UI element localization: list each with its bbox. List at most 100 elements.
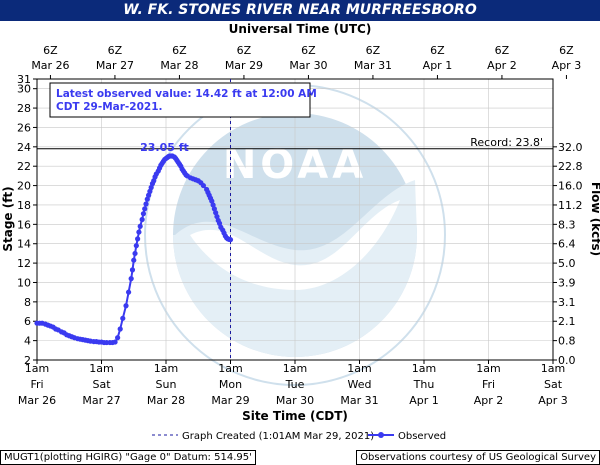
observed-point <box>227 237 234 243</box>
flow-tick-label: 5.0 <box>558 257 576 270</box>
peak-label: 23.05 ft <box>140 141 189 154</box>
top-tick-label: 6Z <box>366 44 381 57</box>
top-tick-label: 6Z <box>43 44 58 57</box>
x-tick-label: 1am <box>25 362 49 375</box>
top-tick-label: Apr 3 <box>552 59 582 72</box>
grid-lines <box>36 78 554 361</box>
latest-observed-text: Latest observed value: 14.42 ft at 12:00… <box>56 88 320 113</box>
x-tick-label: Mar 28 <box>147 394 185 407</box>
footer-datum: MUGT1(plotting HGIRG) "Gage 0" Datum: 51… <box>0 450 256 465</box>
y-tick-label: 28 <box>17 102 31 115</box>
x-tick-label: Mar 30 <box>276 394 314 407</box>
x-tick-label: Mar 27 <box>82 394 120 407</box>
y-tick-label: 24 <box>17 141 31 154</box>
observed-point <box>125 289 132 295</box>
y-tick-label: 20 <box>17 180 31 193</box>
x-tick-label: 1am <box>347 362 371 375</box>
top-tick-label: 6Z <box>301 44 316 57</box>
y-tick-label: 14 <box>17 238 31 251</box>
x-tick-label: 1am <box>283 362 307 375</box>
flow-tick-label: 3.9 <box>558 276 576 289</box>
top-tick-label: Mar 26 <box>31 59 69 72</box>
y-tick-label: 26 <box>17 121 31 134</box>
x-tick-label: 1am <box>541 362 565 375</box>
observed-point <box>117 326 123 332</box>
flow-tick-label: 6.4 <box>558 238 576 251</box>
svg-text:NOAA: NOAA <box>223 142 367 188</box>
flow-tick-label: 2.1 <box>558 315 576 328</box>
observed-point <box>140 211 147 217</box>
x-tick-label: Mar 31 <box>340 394 378 407</box>
observed-point <box>112 339 118 345</box>
y-tick-label: 30 <box>17 83 31 96</box>
bottom-axis-ticks: 1am Fri Mar 26 1am Sat Mar 27 1am Sun Mar 28 1am M… <box>18 360 568 407</box>
top-tick-label: Mar 31 <box>354 59 392 72</box>
y-tick-label: 4 <box>24 335 31 348</box>
top-tick-label: Apr 1 <box>423 59 453 72</box>
top-tick-label: Apr 2 <box>487 59 517 72</box>
x-tick-label: Wed <box>348 378 372 391</box>
x-tick-label: 1am <box>412 362 436 375</box>
x-tick-label: 1am <box>89 362 113 375</box>
top-tick-label: Mar 30 <box>289 59 327 72</box>
legend-observed-marker <box>378 432 384 438</box>
right-axis-ticks: 0.0 0.8 2.1 3.1 3.9 5.0 6.4 8.3 11.2 16.0 22.8 32.0 <box>553 141 583 367</box>
x-tick-label: Thu <box>413 378 435 391</box>
top-tick-label: Mar 29 <box>225 59 263 72</box>
observed-point <box>120 315 126 321</box>
record-label: Record: 23.8' <box>470 136 543 149</box>
x-tick-label: Mar 29 <box>211 394 249 407</box>
legend-created-label: Graph Created (1:01AM Mar 29, 2021) <box>182 431 374 442</box>
x-tick-label: Fri <box>482 378 495 391</box>
y-tick-label: 8 <box>24 296 31 309</box>
flow-tick-label: 8.3 <box>558 218 576 231</box>
observed-point <box>123 303 129 309</box>
observed-series-points <box>34 153 234 346</box>
top-tick-label: 6Z <box>495 44 510 57</box>
x-tick-label: Apr 1 <box>409 394 439 407</box>
observed-point <box>142 206 148 212</box>
flow-tick-label: 32.0 <box>558 141 583 154</box>
flow-tick-label: 22.8 <box>558 160 583 173</box>
legend: Graph Created (1:01AM Mar 29, 2021) Obse… <box>152 431 446 442</box>
right-axis-title: Flow (kcfs) <box>589 182 600 256</box>
x-tick-label: Tue <box>285 378 305 391</box>
x-tick-label: Fri <box>30 378 43 391</box>
observed-point <box>132 250 138 257</box>
observed-point <box>200 182 207 189</box>
x-tick-label: Apr 2 <box>474 394 504 407</box>
top-axis-ticks: 6Z Mar 26 6Z Mar 27 6Z Mar 28 6Z Mar 29 6Z Mar 30… <box>31 44 581 79</box>
x-tick-label: Mar 26 <box>18 394 56 407</box>
observed-point <box>129 267 136 273</box>
x-tick-label: Mon <box>219 378 242 391</box>
top-tick-label: Mar 27 <box>96 59 134 72</box>
chart-title: W. FK. STONES RIVER NEAR MURFREESBORO <box>0 0 600 21</box>
y-tick-label: 2 <box>24 354 31 367</box>
observed-point <box>135 236 141 242</box>
bottom-axis-title: Site Time (CDT) <box>242 409 348 423</box>
flow-tick-label: 16.0 <box>558 180 583 193</box>
legend-observed-label: Observed <box>398 431 446 442</box>
observed-point <box>115 335 121 341</box>
x-tick-label: Apr 3 <box>538 394 568 407</box>
x-tick-label: 1am <box>476 362 500 375</box>
flow-tick-label: 11.2 <box>558 199 583 212</box>
flow-tick-label: 0.0 <box>558 354 576 367</box>
x-tick-label: 1am <box>154 362 178 375</box>
top-tick-label: 6Z <box>237 44 252 57</box>
top-tick-label: Mar 28 <box>160 59 198 72</box>
observed-point <box>143 201 149 207</box>
observed-point <box>128 276 134 282</box>
top-tick-label: 6Z <box>172 44 187 57</box>
y-tick-label: 6 <box>24 315 31 328</box>
top-tick-label: 6Z <box>430 44 445 57</box>
footer-credits: Observations courtesy of US Geological S… <box>356 450 600 465</box>
top-tick-label: 6Z <box>559 44 574 57</box>
x-tick-label: Sat <box>92 378 111 391</box>
y-tick-label: 10 <box>17 276 31 289</box>
left-axis-title: Stage (ft) <box>1 186 15 251</box>
observed-point <box>136 229 142 235</box>
